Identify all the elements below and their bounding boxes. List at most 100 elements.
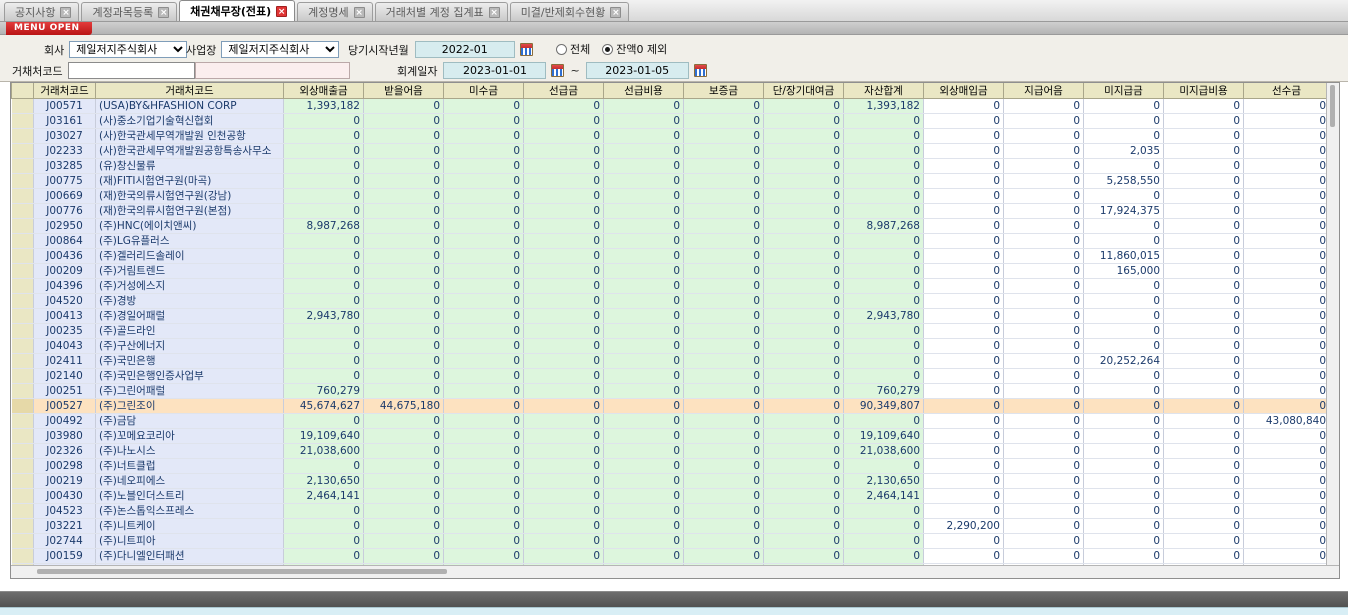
cell-asset_total[interactable]: 0 [843, 278, 924, 294]
cell-advance[interactable]: 0 [1243, 473, 1330, 489]
cell-deposit[interactable]: 0 [683, 338, 764, 354]
accounting-date-from[interactable]: 2023-01-01 [443, 62, 547, 79]
table-row[interactable]: J00492 (주)금담 0 0 0 0 0 0 0 0 0 0 0 0 43,080,840 [11, 413, 1330, 429]
cell-code[interactable]: J02950 [33, 218, 96, 234]
menu-open-button[interactable]: MENU OPEN [6, 22, 92, 35]
cell-ap[interactable]: 0 [923, 173, 1004, 189]
cell-np[interactable]: 0 [1003, 443, 1084, 459]
cell-np[interactable]: 0 [1003, 548, 1084, 564]
cell-ap[interactable]: 0 [923, 218, 1004, 234]
cell-deposit[interactable]: 0 [683, 503, 764, 519]
cell-prepaid[interactable]: 0 [523, 263, 604, 279]
cell-prepaid_exp[interactable]: 0 [603, 533, 684, 549]
cell-deposit[interactable]: 0 [683, 113, 764, 129]
cell-advance[interactable]: 0 [1243, 113, 1330, 129]
column-header-unpaid[interactable]: 미지급금 [1083, 83, 1164, 99]
cell-asset_total[interactable]: 0 [843, 323, 924, 339]
cell-loan[interactable]: 0 [763, 518, 844, 534]
cell-loan[interactable]: 0 [763, 188, 844, 204]
cell-asset_total[interactable]: 19,109,640 [843, 428, 924, 444]
cell-deposit[interactable]: 0 [683, 263, 764, 279]
cell-code[interactable]: J00775 [33, 173, 96, 189]
cell-nr[interactable]: 0 [363, 173, 444, 189]
cell-ar[interactable]: 0 [283, 143, 364, 159]
cell-unpaid[interactable]: 0 [1083, 443, 1164, 459]
cell-ar[interactable]: 1,393,182 [283, 98, 364, 114]
horizontal-scrollbar-thumb[interactable] [37, 569, 447, 574]
cell-code[interactable]: J03221 [33, 518, 96, 534]
cell-prepaid[interactable]: 0 [523, 158, 604, 174]
table-row[interactable]: J00413 (주)경일어패럴 2,943,780 0 0 0 0 0 0 2,943,780 0 0… [11, 308, 1330, 324]
cell-deposit[interactable]: 0 [683, 518, 764, 534]
cell-advance[interactable]: 0 [1243, 368, 1330, 384]
cell-unpaid[interactable]: 0 [1083, 488, 1164, 504]
cell-np[interactable]: 0 [1003, 413, 1084, 429]
cell-marker[interactable] [11, 338, 34, 354]
cell-unpaid_exp[interactable]: 0 [1163, 458, 1244, 474]
cell-asset_total[interactable]: 0 [843, 263, 924, 279]
table-row[interactable]: J00864 (주)LG유플러스 0 0 0 0 0 0 0 0 0 0 0 0 0 [11, 233, 1330, 249]
cell-deposit[interactable]: 0 [683, 248, 764, 264]
cell-asset_total[interactable]: 0 [843, 248, 924, 264]
cell-prepaid_exp[interactable]: 0 [603, 188, 684, 204]
cell-advance[interactable]: 0 [1243, 338, 1330, 354]
cell-loan[interactable]: 0 [763, 143, 844, 159]
cell-asset_total[interactable]: 0 [843, 353, 924, 369]
cell-loan[interactable]: 0 [763, 128, 844, 144]
cell-prepaid_exp[interactable]: 0 [603, 293, 684, 309]
cell-prepaid_exp[interactable]: 0 [603, 278, 684, 294]
cell-advance[interactable]: 0 [1243, 233, 1330, 249]
column-header-marker[interactable] [11, 83, 34, 99]
cell-prepaid[interactable]: 0 [523, 548, 604, 564]
cell-unpaid[interactable]: 0 [1083, 158, 1164, 174]
cell-advance[interactable]: 43,080,840 [1243, 413, 1330, 429]
cell-prepaid_exp[interactable]: 0 [603, 128, 684, 144]
tab-4[interactable]: 거래처별 계정 집계표 × [374, 2, 508, 21]
close-icon[interactable]: × [353, 6, 365, 18]
cell-prepaid[interactable]: 0 [523, 203, 604, 219]
cell-np[interactable]: 0 [1003, 278, 1084, 294]
cell-np[interactable]: 0 [1003, 203, 1084, 219]
column-header-asset_total[interactable]: 자산합계 [843, 83, 924, 99]
cell-code[interactable]: J00209 [33, 263, 96, 279]
cell-prepaid_exp[interactable]: 0 [603, 458, 684, 474]
cell-misu[interactable]: 0 [443, 233, 524, 249]
cell-code[interactable]: J00298 [33, 458, 96, 474]
cell-marker[interactable] [11, 278, 34, 294]
cell-asset_total[interactable]: 0 [843, 503, 924, 519]
table-row[interactable]: J00527 (주)그린조이 45,674,627 44,675,180 0 0 0 0 0 90… [11, 398, 1330, 414]
cell-marker[interactable] [11, 293, 34, 309]
cell-loan[interactable]: 0 [763, 458, 844, 474]
cell-prepaid_exp[interactable]: 0 [603, 413, 684, 429]
cell-misu[interactable]: 0 [443, 218, 524, 234]
cell-ap[interactable]: 0 [923, 128, 1004, 144]
cell-misu[interactable]: 0 [443, 368, 524, 384]
cell-unpaid[interactable]: 165,000 [1083, 263, 1164, 279]
cell-deposit[interactable]: 0 [683, 233, 764, 249]
cell-marker[interactable] [11, 233, 34, 249]
cell-marker[interactable] [11, 413, 34, 429]
cell-np[interactable]: 0 [1003, 173, 1084, 189]
column-header-name[interactable]: 거래처코드 [95, 83, 284, 99]
cell-marker[interactable] [11, 143, 34, 159]
cell-unpaid[interactable]: 0 [1083, 368, 1164, 384]
cell-nr[interactable]: 0 [363, 188, 444, 204]
cell-deposit[interactable]: 0 [683, 308, 764, 324]
cell-nr[interactable]: 0 [363, 533, 444, 549]
cell-name[interactable]: (주)그린조이 [95, 398, 284, 414]
cell-ap[interactable]: 0 [923, 233, 1004, 249]
cell-code[interactable]: J03027 [33, 128, 96, 144]
column-header-advance[interactable]: 선수금 [1243, 83, 1330, 99]
cell-prepaid[interactable]: 0 [523, 353, 604, 369]
column-header-nr[interactable]: 받을어음 [363, 83, 444, 99]
cell-np[interactable]: 0 [1003, 353, 1084, 369]
cell-ap[interactable]: 0 [923, 368, 1004, 384]
cell-ap[interactable]: 0 [923, 158, 1004, 174]
cell-name[interactable]: (주)LG유플러스 [95, 233, 284, 249]
cell-ap[interactable]: 0 [923, 293, 1004, 309]
cell-misu[interactable]: 0 [443, 98, 524, 114]
column-header-misu[interactable]: 미수금 [443, 83, 524, 99]
cell-asset_total[interactable]: 90,349,807 [843, 398, 924, 414]
cell-loan[interactable]: 0 [763, 173, 844, 189]
cell-advance[interactable]: 0 [1243, 518, 1330, 534]
